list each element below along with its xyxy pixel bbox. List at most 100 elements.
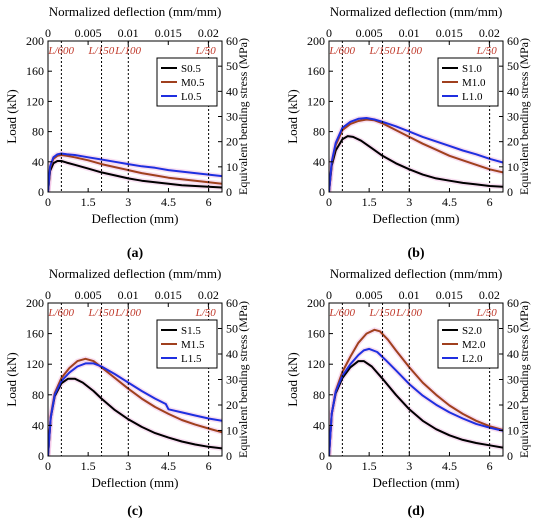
legend-label: S2.0 <box>462 325 482 337</box>
y-tick-label: 200 <box>307 296 325 310</box>
legend: S1.5 M1.5 L1.5 <box>156 319 218 369</box>
ref-line-label: L/100 <box>395 45 422 57</box>
y-axis-title: Load (kN) <box>285 89 300 144</box>
y-tick-label: 40 <box>313 418 325 432</box>
chart-panel-2: L/600 L/150 L/100 L/500 1.5 3 4.5 6040801201602… <box>285 4 531 261</box>
x2-tick-label: 0.015 <box>436 288 463 302</box>
y-tick-label: 0 <box>319 449 325 463</box>
ref-line-label: L/50 <box>476 307 498 319</box>
x2-tick-label: 0.015 <box>155 288 182 302</box>
x2-tick-label: 0.005 <box>356 26 383 40</box>
y2-tick-label: 40 <box>226 347 238 361</box>
panel-label: (a) <box>127 246 144 261</box>
y-tick-label: 80 <box>32 125 44 139</box>
x-axis-title: Deflection (mm) <box>92 211 179 226</box>
legend-label: L0.5 <box>181 91 202 103</box>
y2-tick-label: 20 <box>226 398 238 412</box>
y2-tick-label: 0 <box>507 449 513 463</box>
y2-tick-label: 60 <box>507 34 519 48</box>
chart-panel-4: L/600 L/150 L/100 L/500 1.5 3 4.5 6040801201602… <box>285 266 531 519</box>
y2-tick-label: 30 <box>226 373 238 387</box>
y-tick-label: 200 <box>307 34 325 48</box>
legend-label: M2.0 <box>462 339 486 351</box>
ref-line-label: L/600 <box>47 45 74 57</box>
y2-tick-label: 20 <box>226 135 238 149</box>
x2-tick-label: 0.01 <box>118 26 139 40</box>
y-axis-title: Load (kN) <box>4 89 19 144</box>
y-tick-label: 120 <box>307 94 325 108</box>
x2-axis-title: Normalized deflection (mm/mm) <box>49 266 222 281</box>
x2-tick-label: 0 <box>326 26 332 40</box>
legend-label: S0.5 <box>181 63 201 75</box>
x2-tick-label: 0.02 <box>479 26 500 40</box>
y2-tick-label: 60 <box>226 296 238 310</box>
x2-axis-title: Normalized deflection (mm/mm) <box>330 266 503 281</box>
y2-tick-label: 50 <box>507 322 519 336</box>
x-tick-label: 3 <box>406 195 412 209</box>
x-tick-label: 0 <box>45 459 51 473</box>
x-tick-label: 3 <box>125 459 131 473</box>
y2-tick-label: 10 <box>507 160 519 174</box>
series-line-L1.0 <box>329 117 503 192</box>
x-tick-label: 0 <box>45 195 51 209</box>
legend-label: L1.0 <box>462 91 483 103</box>
x-tick-label: 1.5 <box>81 459 96 473</box>
x-tick-label: 1.5 <box>81 195 96 209</box>
y2-tick-label: 50 <box>507 59 519 73</box>
series-line-M0.5 <box>48 154 222 192</box>
y2-tick-label: 30 <box>507 373 519 387</box>
y2-tick-label: 20 <box>507 135 519 149</box>
y2-tick-label: 10 <box>507 424 519 438</box>
y-tick-label: 40 <box>313 155 325 169</box>
chart-panel-3: L/600 L/150 L/100 L/500 1.5 3 4.5 6040801201602… <box>4 266 250 519</box>
x2-tick-label: 0.01 <box>399 26 420 40</box>
ref-line-label: L/600 <box>328 307 355 319</box>
x2-tick-label: 0.01 <box>118 288 139 302</box>
y2-tick-label: 30 <box>507 110 519 124</box>
y2-axis-title: Equivalent bending stress (MPa) <box>517 38 531 195</box>
x2-tick-label: 0.01 <box>399 288 420 302</box>
x2-tick-label: 0.005 <box>356 288 383 302</box>
ref-line-label: L/50 <box>476 45 498 57</box>
y-tick-label: 160 <box>307 327 325 341</box>
y-tick-label: 160 <box>26 327 44 341</box>
y2-tick-label: 50 <box>226 59 238 73</box>
x2-axis-title: Normalized deflection (mm/mm) <box>330 4 503 19</box>
x-axis-title: Deflection (mm) <box>373 211 460 226</box>
y2-tick-label: 0 <box>226 449 232 463</box>
y-tick-label: 120 <box>26 94 44 108</box>
y-tick-label: 0 <box>38 185 44 199</box>
x2-tick-label: 0.015 <box>436 26 463 40</box>
legend-label: M1.5 <box>181 339 205 351</box>
y2-tick-label: 40 <box>507 84 519 98</box>
y2-tick-label: 40 <box>507 347 519 361</box>
chart-panel-1: L/600 L/150 L/100 L/500 1.5 3 4.5 6040801201602… <box>4 4 250 261</box>
y-tick-label: 80 <box>313 125 325 139</box>
x-tick-label: 0 <box>326 195 332 209</box>
x-tick-label: 0 <box>326 459 332 473</box>
legend: S2.0 M2.0 L2.0 <box>437 319 499 369</box>
ref-line-label: L/600 <box>328 45 355 57</box>
x-tick-label: 6 <box>487 459 493 473</box>
ref-line-label: L/150 <box>369 45 396 57</box>
y-tick-label: 200 <box>26 34 44 48</box>
ref-line-label: L/100 <box>114 45 141 57</box>
y-axis-title: Load (kN) <box>4 352 19 407</box>
ref-line-label: L/150 <box>88 307 115 319</box>
y2-tick-label: 40 <box>226 84 238 98</box>
y2-tick-label: 30 <box>226 110 238 124</box>
y-axis-title: Load (kN) <box>285 352 300 407</box>
y2-tick-label: 60 <box>226 34 238 48</box>
x2-tick-label: 0.005 <box>75 288 102 302</box>
x2-tick-label: 0 <box>45 288 51 302</box>
ref-line-label: L/100 <box>114 307 141 319</box>
x2-tick-label: 0.005 <box>75 26 102 40</box>
x-tick-label: 3 <box>406 459 412 473</box>
x2-tick-label: 0.02 <box>198 288 219 302</box>
panel-label: (b) <box>407 246 424 261</box>
x-tick-label: 1.5 <box>362 195 377 209</box>
y2-tick-label: 10 <box>226 424 238 438</box>
legend-label: L2.0 <box>462 353 483 365</box>
y2-axis-title: Equivalent bending stress (MPa) <box>236 301 250 458</box>
x-tick-label: 6 <box>487 195 493 209</box>
